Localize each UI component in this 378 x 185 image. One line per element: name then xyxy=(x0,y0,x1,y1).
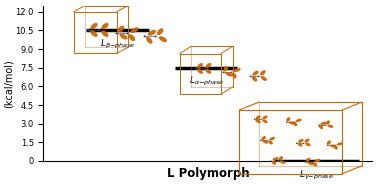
Ellipse shape xyxy=(338,143,342,145)
Ellipse shape xyxy=(121,34,127,39)
Ellipse shape xyxy=(306,143,310,146)
Ellipse shape xyxy=(298,143,302,146)
X-axis label: L Polymorph: L Polymorph xyxy=(167,166,249,179)
Ellipse shape xyxy=(256,116,260,119)
Ellipse shape xyxy=(206,69,211,73)
Ellipse shape xyxy=(91,23,97,28)
Ellipse shape xyxy=(263,141,267,143)
Ellipse shape xyxy=(253,77,257,81)
Ellipse shape xyxy=(313,163,316,166)
Ellipse shape xyxy=(261,71,265,75)
Ellipse shape xyxy=(118,26,124,32)
Ellipse shape xyxy=(299,140,303,142)
Ellipse shape xyxy=(263,116,267,119)
Ellipse shape xyxy=(321,122,326,124)
Ellipse shape xyxy=(262,77,266,80)
Ellipse shape xyxy=(331,145,335,147)
Ellipse shape xyxy=(319,126,322,128)
Ellipse shape xyxy=(272,161,276,164)
Ellipse shape xyxy=(335,146,337,149)
Ellipse shape xyxy=(308,162,313,164)
Ellipse shape xyxy=(287,118,290,121)
Ellipse shape xyxy=(263,120,267,122)
Ellipse shape xyxy=(326,121,329,124)
Ellipse shape xyxy=(102,31,108,36)
Ellipse shape xyxy=(226,73,232,76)
Text: $L_{\gamma\mathregular{-phase}}$: $L_{\gamma\mathregular{-phase}}$ xyxy=(299,168,334,181)
Ellipse shape xyxy=(274,158,278,160)
Text: $L_{\alpha\mathregular{-phase}}$: $L_{\alpha\mathregular{-phase}}$ xyxy=(189,75,224,88)
Ellipse shape xyxy=(91,31,97,36)
Ellipse shape xyxy=(279,157,282,160)
Ellipse shape xyxy=(315,160,320,162)
Ellipse shape xyxy=(206,64,211,68)
Text: $L_{\beta\mathregular{-phase}}$: $L_{\beta\mathregular{-phase}}$ xyxy=(100,38,135,51)
Ellipse shape xyxy=(147,38,152,43)
Ellipse shape xyxy=(102,23,108,28)
Ellipse shape xyxy=(235,68,240,72)
Ellipse shape xyxy=(160,37,166,41)
Ellipse shape xyxy=(232,73,236,78)
Ellipse shape xyxy=(224,67,228,71)
Ellipse shape xyxy=(296,120,301,121)
Ellipse shape xyxy=(129,35,135,41)
Ellipse shape xyxy=(256,120,260,122)
Ellipse shape xyxy=(262,137,265,139)
Ellipse shape xyxy=(305,139,309,142)
Ellipse shape xyxy=(269,141,272,144)
Ellipse shape xyxy=(198,64,202,68)
Ellipse shape xyxy=(158,29,163,34)
Ellipse shape xyxy=(253,71,258,75)
Ellipse shape xyxy=(328,125,333,127)
Ellipse shape xyxy=(149,31,155,35)
Ellipse shape xyxy=(131,28,138,32)
Ellipse shape xyxy=(198,69,202,73)
Ellipse shape xyxy=(307,158,310,161)
Ellipse shape xyxy=(294,122,297,125)
Ellipse shape xyxy=(328,141,330,144)
Ellipse shape xyxy=(280,161,285,163)
Ellipse shape xyxy=(270,138,274,140)
Ellipse shape xyxy=(290,122,294,124)
Y-axis label: E*
(kcal/mol): E* (kcal/mol) xyxy=(0,59,14,108)
